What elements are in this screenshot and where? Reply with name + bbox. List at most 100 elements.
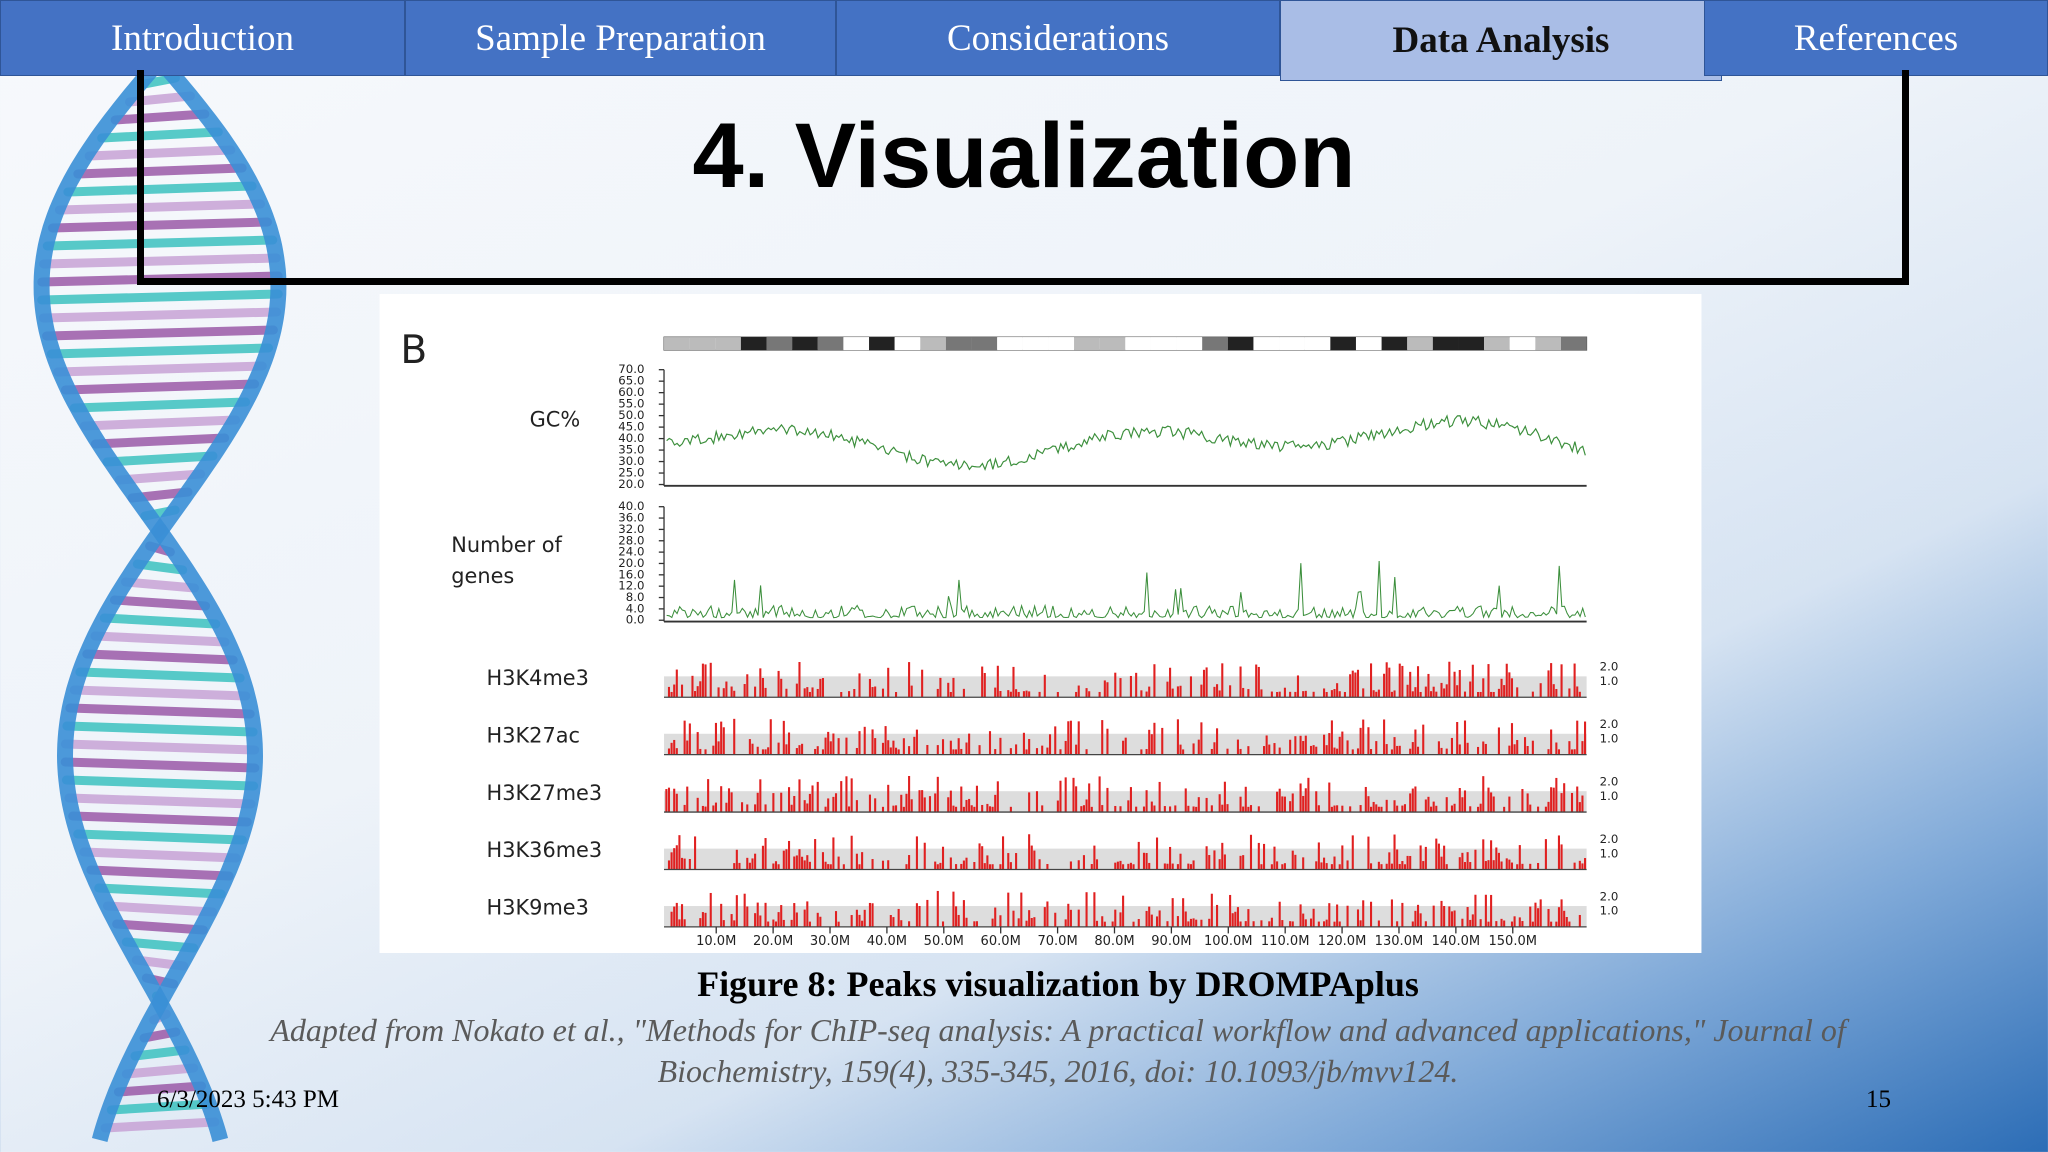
track-signal	[936, 890, 939, 927]
track-signal	[1477, 806, 1480, 813]
ideogram-band	[792, 337, 818, 351]
track-signal	[1197, 797, 1200, 813]
track-signal	[1508, 672, 1511, 698]
track-signal	[777, 912, 780, 927]
helix-rung	[84, 145, 236, 161]
track-signal	[1312, 691, 1315, 698]
track-signal	[1581, 741, 1584, 755]
track-signal	[754, 686, 757, 698]
helix-rung	[90, 433, 230, 449]
track-signal	[1294, 736, 1297, 755]
track-signal	[1450, 911, 1453, 927]
track-signal	[905, 793, 908, 813]
track-signal	[816, 781, 819, 813]
track-signal	[787, 787, 791, 813]
track-signal	[1445, 797, 1448, 813]
track-signal	[1114, 909, 1117, 927]
genes-tick-label: 4.0	[626, 601, 645, 615]
track-signal	[1153, 805, 1156, 813]
track-signal	[1041, 745, 1044, 755]
ideogram-band	[766, 337, 793, 351]
nav-tab[interactable]: Sample Preparation	[405, 0, 836, 76]
track-signal	[949, 691, 952, 698]
track-signal	[764, 687, 767, 698]
track-signal	[1137, 841, 1140, 870]
track-signal	[824, 806, 827, 813]
track-signal	[1581, 863, 1584, 870]
genes-tick-label: 40.0	[618, 499, 644, 513]
track-signal	[764, 902, 767, 927]
track-signal	[1312, 745, 1315, 755]
track-signal	[1169, 806, 1172, 813]
track-signal	[1095, 920, 1099, 927]
track-signal	[1516, 740, 1519, 755]
track-signal	[1025, 749, 1028, 755]
ideogram-band	[1432, 337, 1459, 351]
track-signal	[881, 806, 885, 813]
helix-rung	[109, 595, 211, 611]
track-signal	[1396, 849, 1399, 870]
track-signal	[863, 726, 866, 755]
track-signal	[1218, 794, 1221, 813]
ideogram-band	[740, 337, 767, 351]
track-signal	[1578, 914, 1581, 927]
genes-curve	[666, 560, 1586, 620]
track-signal	[1148, 862, 1151, 870]
nav-tab[interactable]: Data Analysis	[1280, 0, 1722, 81]
track-signal	[764, 749, 767, 755]
track-signal	[889, 747, 892, 755]
track-signal	[1448, 661, 1451, 698]
track-signal	[1450, 805, 1453, 813]
track-signal	[1565, 917, 1568, 927]
track-signal	[1166, 921, 1169, 927]
track-signal	[1325, 745, 1328, 755]
track-signal	[1176, 719, 1179, 755]
track-signal	[774, 921, 778, 927]
track-signal	[832, 733, 835, 755]
track-signal	[1398, 745, 1401, 755]
track-signal	[1330, 806, 1333, 813]
track-signal	[887, 860, 890, 870]
track-signal	[720, 786, 723, 813]
nav-tab[interactable]: Introduction	[0, 0, 405, 76]
track-signal	[675, 748, 678, 755]
track-signal	[808, 793, 811, 813]
track-signal	[1145, 691, 1148, 698]
track-signal	[1229, 685, 1232, 698]
track-signal	[855, 853, 858, 870]
track-name: H3K27me3	[487, 781, 603, 805]
track-signal	[1370, 663, 1373, 698]
track-signal	[1187, 805, 1190, 813]
track-signal	[834, 793, 838, 813]
nav-tab[interactable]: Considerations	[836, 0, 1280, 76]
track-signal	[1367, 796, 1370, 813]
track-signal	[1025, 920, 1028, 927]
track-signal	[1270, 691, 1273, 698]
track-signal	[1578, 860, 1581, 870]
track-signal	[1244, 921, 1247, 927]
genes-tick-label: 0.0	[626, 613, 645, 627]
nav-tab[interactable]: References	[1704, 0, 2048, 76]
track-signal	[1385, 662, 1388, 698]
track-signal	[1377, 806, 1380, 813]
track-signal	[1106, 682, 1109, 698]
track-signal	[1205, 846, 1208, 870]
track-signal	[1192, 918, 1195, 927]
track-signal	[1226, 748, 1229, 755]
track-signal	[1213, 850, 1216, 870]
track-signal	[1088, 783, 1091, 813]
track-signal	[1403, 804, 1407, 813]
track-signal	[1002, 836, 1005, 870]
track-signal	[795, 855, 798, 870]
track-signal	[988, 864, 992, 870]
track-signal	[1048, 734, 1052, 755]
track-signal	[707, 779, 710, 813]
track-signal	[1471, 914, 1474, 927]
track-signal	[696, 732, 699, 755]
gc-tick-label: 20.0	[618, 477, 644, 491]
track-signal	[1210, 805, 1213, 813]
track-signal	[908, 662, 911, 698]
track-signal	[1150, 801, 1153, 813]
track-signal	[994, 749, 997, 755]
helix-rung	[38, 307, 282, 323]
